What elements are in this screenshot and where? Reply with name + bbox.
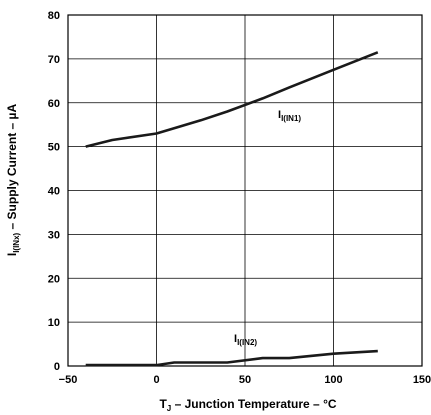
- x-tick-label: 50: [239, 374, 251, 386]
- grid-lines: [67, 14, 423, 367]
- x-tick-label: 150: [413, 374, 431, 386]
- y-tick-label: 50: [48, 142, 60, 154]
- y-axis-title: II(INx) – Supply Current – µA: [5, 104, 21, 257]
- x-tick-labels: −50 0 50 100 150: [59, 374, 431, 386]
- series-label-iin1: II(IN1): [278, 109, 301, 123]
- x-axis-title: TJ – Junction Temperature – °C: [159, 397, 336, 413]
- series-label-iin2: II(IN2): [234, 333, 257, 347]
- plot-frame: [67, 14, 423, 367]
- y-tick-label: 10: [48, 317, 60, 329]
- y-tick-label: 20: [48, 273, 60, 285]
- y-tick-label: 0: [54, 361, 60, 373]
- x-tick-label: 100: [324, 374, 342, 386]
- series-line-1: [85, 51, 379, 148]
- x-tick-label: 0: [153, 374, 159, 386]
- y-tick-label: 60: [48, 98, 60, 110]
- y-tick-labels: 0 10 20 30 40 50 60 70 80: [48, 10, 60, 373]
- series-line-2: [85, 349, 378, 367]
- y-tick-label: 30: [48, 229, 60, 241]
- y-tick-label: 70: [48, 54, 60, 66]
- y-tick-label: 80: [48, 10, 60, 22]
- x-tick-label: −50: [59, 374, 78, 386]
- series-lines: [85, 51, 379, 367]
- y-tick-label: 40: [48, 186, 60, 198]
